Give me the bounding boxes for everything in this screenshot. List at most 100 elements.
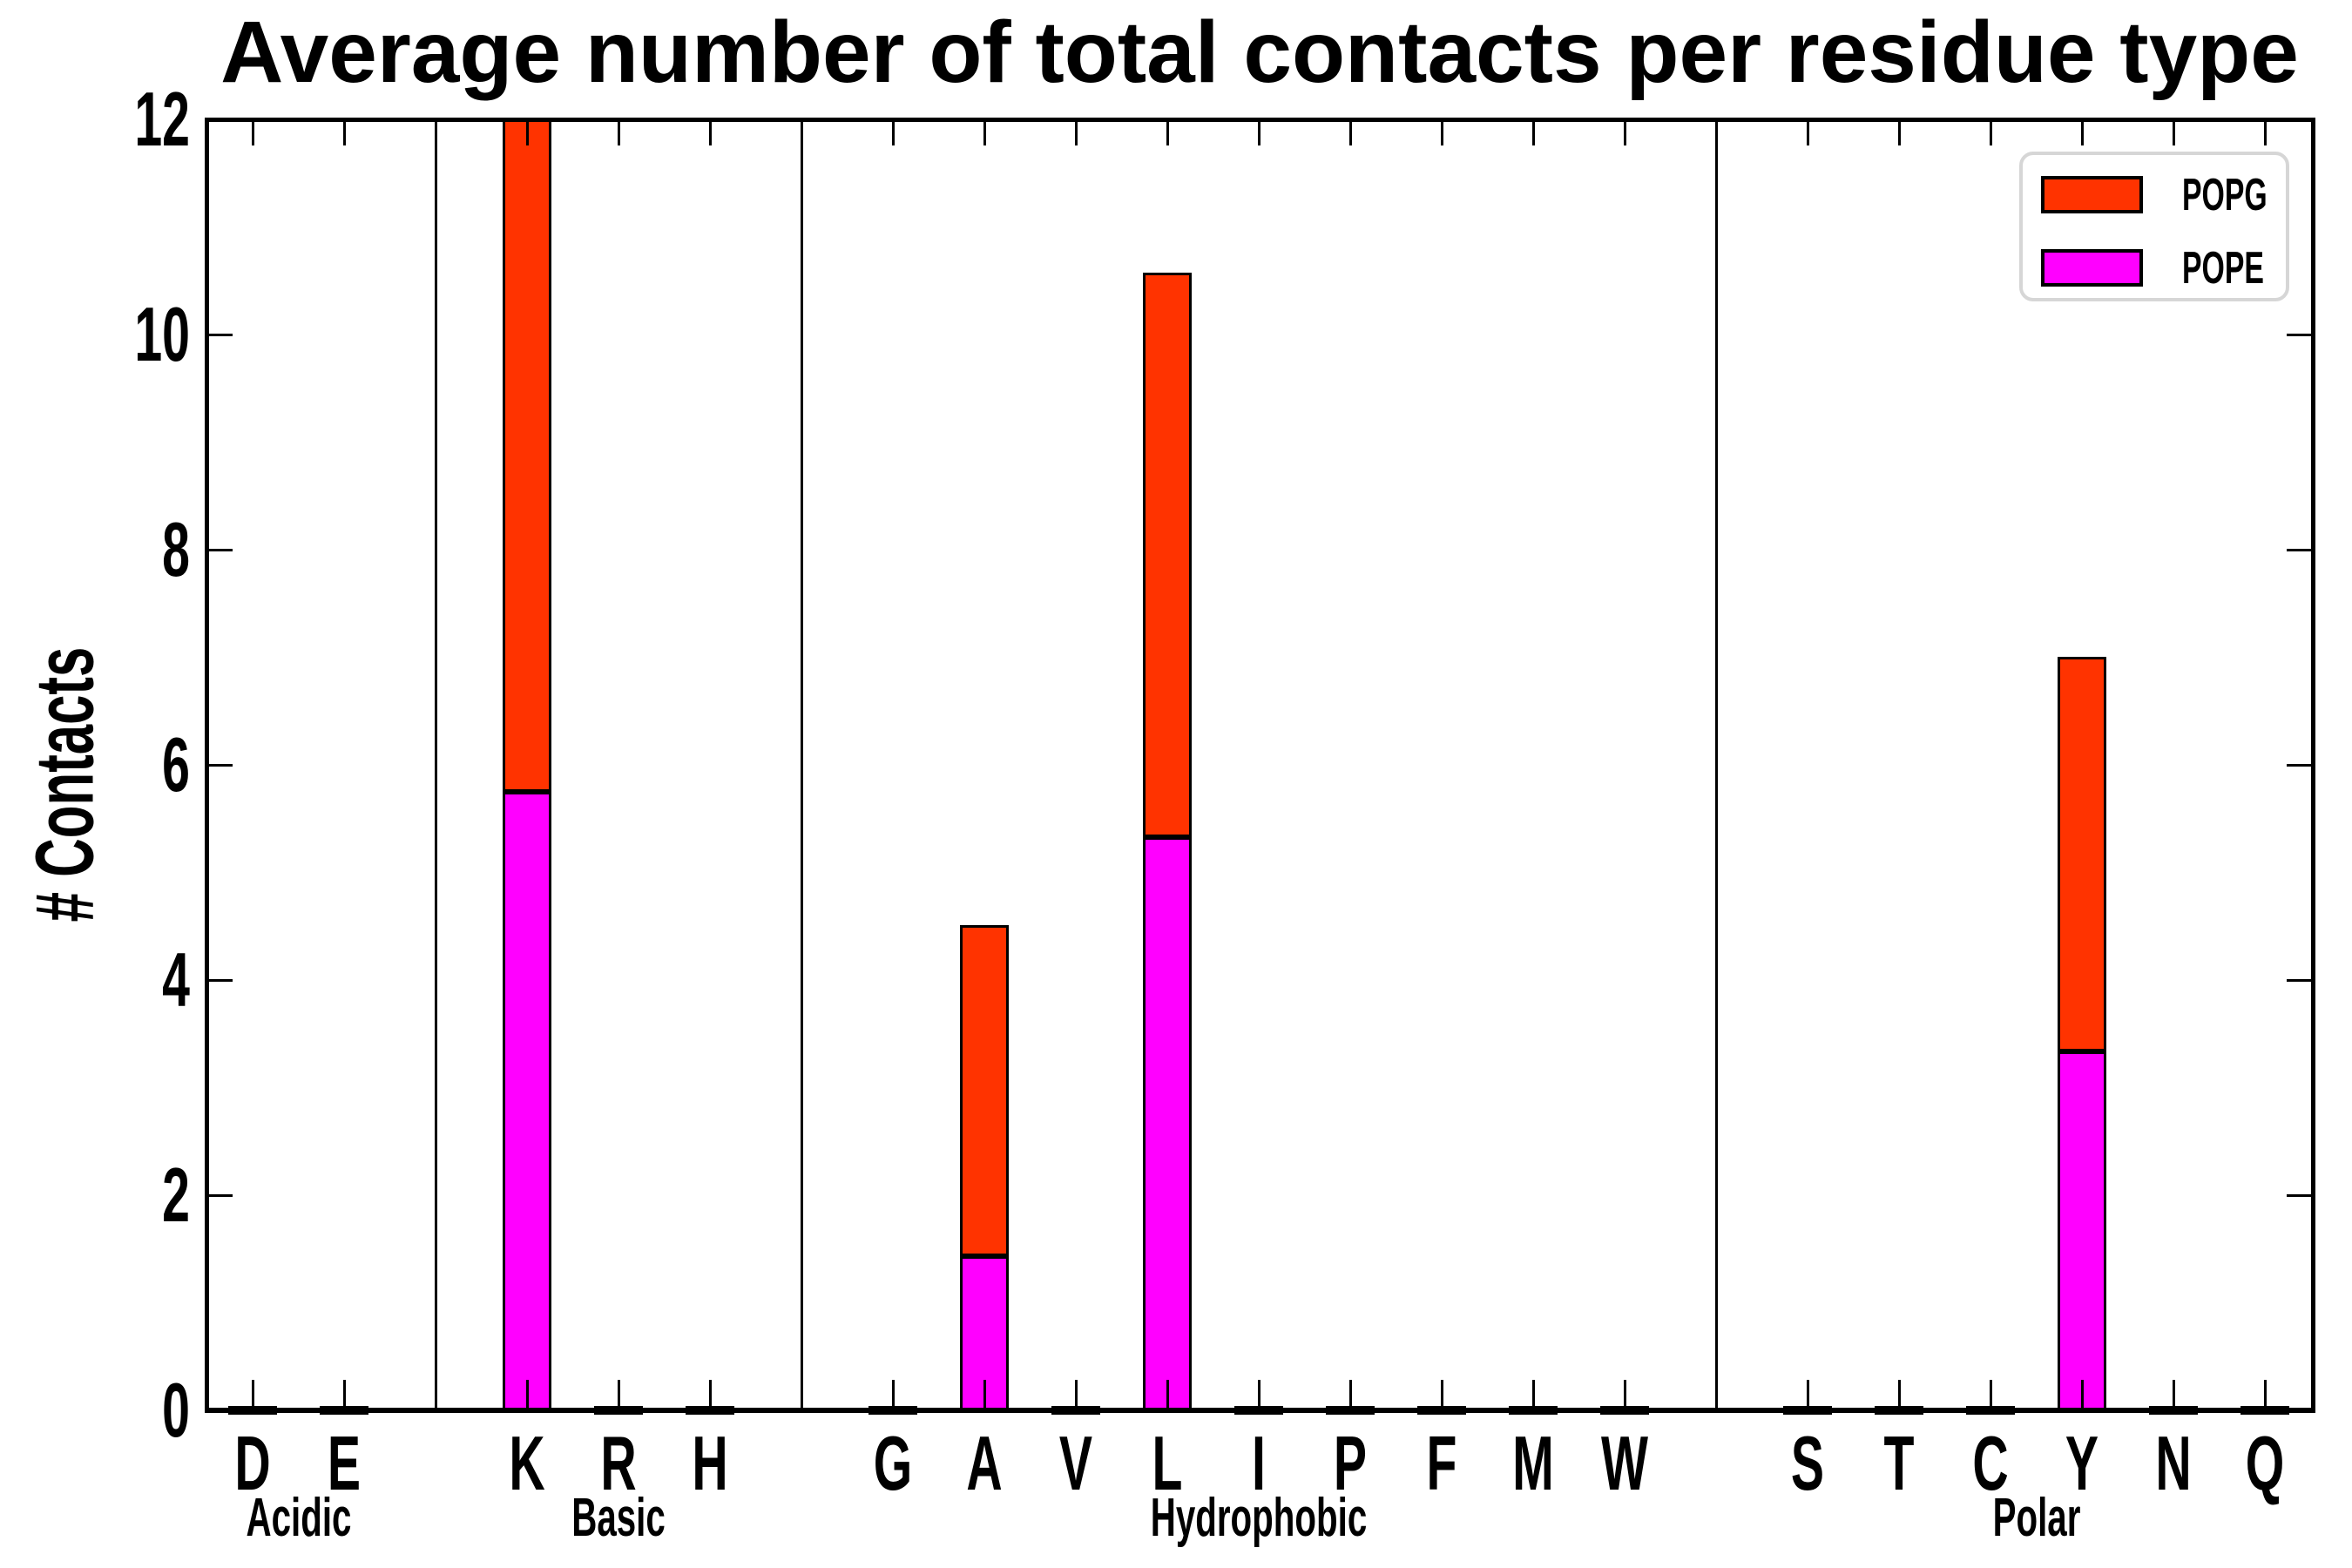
x-tick-bottom-C	[1989, 1380, 1992, 1410]
x-tick-label-R: R	[600, 1420, 637, 1506]
x-tick-top-I	[1257, 119, 1260, 145]
bar-Y-pope[interactable]	[2058, 1051, 2106, 1410]
y-tick-left-4	[206, 978, 233, 982]
x-tick-top-F	[1440, 119, 1443, 145]
x-tick-bottom-E	[342, 1380, 346, 1410]
x-tick-top-E	[342, 119, 346, 145]
x-tick-top-A	[983, 119, 986, 145]
x-tick-label-P: P	[1333, 1420, 1368, 1506]
y-tick-label-2: 2	[162, 1152, 190, 1238]
legend: POPG POPE	[2019, 152, 2289, 301]
x-tick-label-D: D	[234, 1420, 271, 1506]
x-tick-bottom-F	[1440, 1380, 1443, 1410]
group-separator	[800, 119, 803, 1410]
x-tick-label-H: H	[692, 1420, 728, 1506]
y-tick-left-2	[206, 1193, 233, 1197]
x-tick-bottom-A	[983, 1380, 986, 1410]
legend-label-popg: POPG	[2182, 169, 2268, 220]
x-tick-label-A: A	[966, 1420, 1003, 1506]
x-tick-top-G	[891, 119, 895, 145]
legend-item-popg[interactable]: POPG	[2041, 167, 2286, 222]
x-tick-bottom-R	[617, 1380, 620, 1410]
bar-L-pope[interactable]	[1143, 837, 1192, 1410]
y-tick-left-10	[206, 333, 233, 336]
x-tick-bottom-H	[708, 1380, 712, 1410]
x-tick-bottom-T	[1897, 1380, 1901, 1410]
x-tick-top-C	[1989, 119, 1992, 145]
legend-swatch-pope	[2041, 249, 2143, 287]
x-tick-top-L	[1166, 119, 1169, 145]
y-tick-right-10	[2287, 333, 2313, 336]
chart-title: Average number of total contacts per res…	[220, 3, 2299, 101]
x-tick-label-F: F	[1426, 1420, 1457, 1506]
y-tick-right-6	[2287, 763, 2313, 767]
x-tick-label-K: K	[509, 1420, 545, 1506]
group-separator	[434, 119, 437, 1410]
bar-K-pope[interactable]	[503, 792, 551, 1410]
x-tick-top-R	[617, 119, 620, 145]
y-tick-left-0	[206, 1409, 233, 1412]
x-tick-top-S	[1806, 119, 1809, 145]
x-tick-bottom-N	[2172, 1380, 2175, 1410]
x-tick-bottom-I	[1257, 1380, 1260, 1410]
group-label-basic: Basic	[571, 1488, 666, 1548]
axis-spine-right	[2311, 118, 2315, 1413]
legend-swatch-popg	[2041, 176, 2143, 213]
x-tick-label-N: N	[2155, 1420, 2192, 1506]
y-tick-right-12	[2287, 118, 2313, 121]
bar-A-popg[interactable]	[960, 925, 1009, 1256]
bar-L-popg[interactable]	[1143, 273, 1192, 837]
x-tick-bottom-D	[251, 1380, 254, 1410]
x-tick-label-L: L	[1152, 1420, 1183, 1506]
axis-spine-bottom	[205, 1408, 2315, 1413]
x-tick-label-C: C	[1972, 1420, 2009, 1506]
y-tick-left-12	[206, 118, 233, 121]
x-tick-top-M	[1531, 119, 1535, 145]
y-tick-label-0: 0	[162, 1367, 190, 1453]
group-label-acidic: Acidic	[246, 1488, 351, 1548]
x-tick-label-G: G	[873, 1420, 913, 1506]
x-tick-label-Q: Q	[2245, 1420, 2285, 1506]
x-tick-bottom-L	[1166, 1380, 1169, 1410]
y-tick-right-4	[2287, 978, 2313, 982]
x-tick-bottom-V	[1074, 1380, 1078, 1410]
x-tick-top-D	[251, 119, 254, 145]
x-tick-top-K	[525, 119, 529, 145]
x-tick-label-Y: Y	[2065, 1420, 2099, 1506]
x-tick-top-V	[1074, 119, 1078, 145]
legend-item-pope[interactable]: POPE	[2041, 240, 2286, 295]
group-label-hydrophobic: Hydrophobic	[1150, 1488, 1368, 1548]
x-tick-bottom-Q	[2263, 1380, 2267, 1410]
legend-label-pope: POPE	[2182, 242, 2264, 294]
y-tick-label-4: 4	[162, 936, 190, 1023]
y-tick-left-8	[206, 548, 233, 551]
x-tick-bottom-W	[1623, 1380, 1626, 1410]
x-tick-bottom-Y	[2080, 1380, 2084, 1410]
x-tick-top-H	[708, 119, 712, 145]
x-tick-top-N	[2172, 119, 2175, 145]
x-tick-label-V: V	[1058, 1420, 1093, 1506]
y-tick-right-8	[2287, 548, 2313, 551]
x-tick-top-Y	[2080, 119, 2084, 145]
x-tick-label-M: M	[1512, 1420, 1554, 1506]
x-tick-label-T: T	[1883, 1420, 1915, 1506]
bar-Y-popg[interactable]	[2058, 657, 2106, 1051]
bar-K-popg[interactable]	[503, 119, 551, 792]
x-tick-bottom-S	[1806, 1380, 1809, 1410]
x-tick-label-S: S	[1790, 1420, 1825, 1506]
x-tick-label-I: I	[1252, 1420, 1266, 1506]
x-tick-label-E: E	[327, 1420, 362, 1506]
y-tick-label-8: 8	[162, 506, 190, 592]
x-tick-top-P	[1348, 119, 1352, 145]
y-tick-left-6	[206, 763, 233, 767]
x-tick-label-W: W	[1601, 1420, 1648, 1506]
y-tick-right-0	[2287, 1409, 2313, 1412]
axis-spine-top	[205, 118, 2315, 122]
y-tick-label-6: 6	[162, 721, 190, 808]
x-tick-bottom-M	[1531, 1380, 1535, 1410]
x-tick-top-T	[1897, 119, 1901, 145]
x-tick-top-W	[1623, 119, 1626, 145]
x-tick-bottom-P	[1348, 1380, 1352, 1410]
